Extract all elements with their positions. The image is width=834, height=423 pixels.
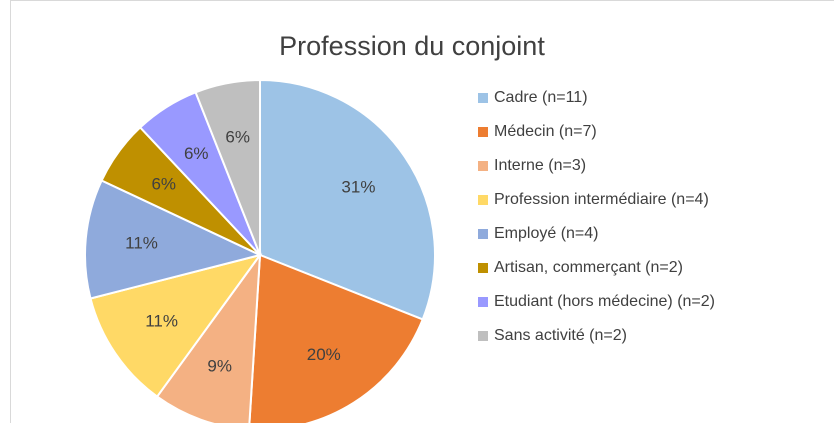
data-label: 20% (307, 345, 341, 364)
data-label: 11% (125, 233, 158, 252)
data-label: 9% (207, 356, 232, 375)
legend-label: Etudiant (hors médecine) (n=2) (494, 293, 715, 310)
data-label: 6% (151, 175, 176, 194)
legend-label: Artisan, commerçant (n=2) (494, 259, 683, 276)
pie-slice (89, 253, 263, 398)
data-label: 6% (225, 128, 250, 147)
legend-label: Interne (n=3) (494, 157, 586, 174)
legend-swatch (478, 93, 488, 103)
legend-swatch (478, 229, 488, 239)
legend-swatch (478, 195, 488, 205)
legend-swatch (478, 127, 488, 137)
legend-label: Cadre (n=11) (494, 89, 588, 106)
legend-label: Employé (n=4) (494, 225, 599, 242)
legend-swatch (478, 161, 488, 171)
legend-swatch (478, 263, 488, 273)
legend-label: Profession intermédiaire (n=4) (494, 191, 709, 208)
pie-slice (155, 251, 262, 423)
legend-label: Médecin (n=7) (494, 123, 597, 140)
pie-slice (248, 253, 425, 423)
pie-slice (84, 179, 263, 300)
chart-title: Profession du conjoint (279, 31, 545, 61)
legend-swatch (478, 331, 488, 341)
data-label: 11% (145, 311, 178, 330)
pie-slice (259, 78, 436, 321)
legend-swatch (478, 297, 488, 307)
data-label: 6% (184, 144, 209, 163)
pie-slice (194, 78, 261, 256)
data-label: 31% (341, 178, 375, 197)
legend-label: Sans activité (n=2) (494, 327, 627, 344)
